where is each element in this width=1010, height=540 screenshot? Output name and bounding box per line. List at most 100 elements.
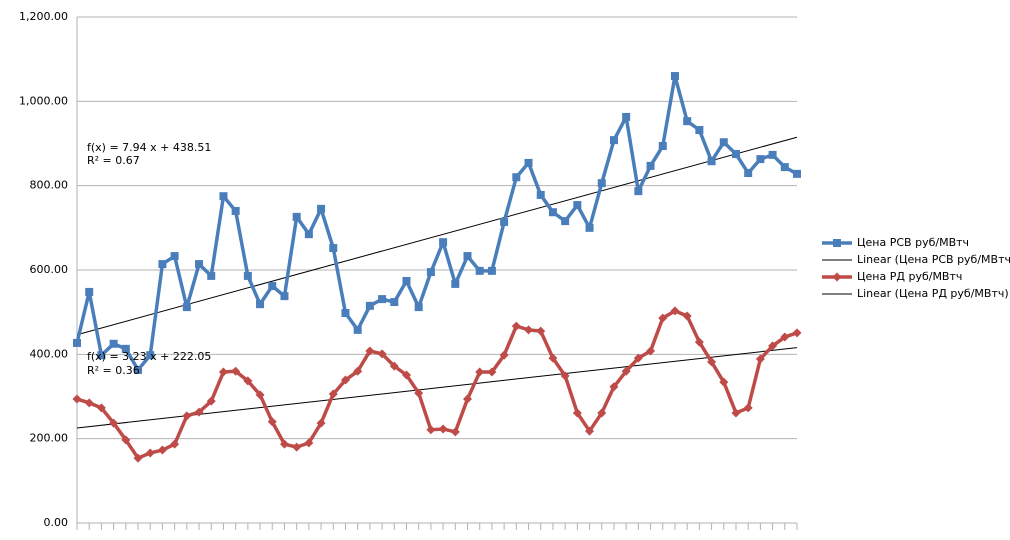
trend-r2: R² = 0.67 (87, 154, 140, 167)
marker (695, 126, 704, 135)
marker (170, 439, 180, 449)
marker (682, 311, 692, 321)
y-tick-label: 800.00 (30, 179, 69, 192)
marker (182, 411, 192, 421)
marker (365, 346, 375, 356)
marker (463, 252, 472, 261)
marker (304, 438, 314, 448)
marker (438, 424, 448, 434)
marker (414, 388, 424, 398)
marker (133, 453, 143, 463)
trend-line (76, 136, 798, 336)
marker (268, 282, 277, 291)
marker (633, 353, 643, 363)
marker (414, 303, 423, 312)
marker (694, 337, 704, 347)
marker (487, 367, 497, 377)
marker (317, 204, 326, 213)
marker (194, 407, 204, 417)
marker (548, 208, 557, 217)
legend-label: Linear (Цена РД руб/МВтч) (857, 287, 1009, 300)
marker (560, 371, 570, 381)
marker (609, 136, 618, 145)
marker (683, 117, 692, 126)
marker (511, 321, 521, 331)
y-tick-label: 200.00 (30, 432, 69, 445)
marker (439, 238, 448, 247)
marker (475, 266, 484, 275)
marker (833, 239, 841, 247)
marker (573, 201, 582, 210)
marker (536, 326, 546, 336)
marker (646, 346, 656, 356)
marker (719, 138, 728, 147)
marker (731, 408, 741, 418)
marker (670, 72, 679, 81)
marker (744, 169, 753, 178)
marker (219, 192, 228, 201)
marker (658, 313, 668, 323)
legend-label: Linear (Цена РСВ руб/МВтч) (857, 253, 1010, 266)
marker (255, 390, 265, 400)
marker (353, 366, 363, 376)
marker (146, 351, 155, 360)
marker (536, 190, 545, 199)
marker (279, 439, 289, 449)
marker (621, 366, 631, 376)
marker (109, 339, 118, 348)
marker (84, 398, 94, 408)
marker (218, 367, 228, 377)
marker (121, 344, 130, 353)
marker (96, 403, 106, 413)
marker (134, 365, 143, 374)
marker (707, 157, 716, 166)
marker (195, 260, 204, 269)
trend-r2: R² = 0.36 (87, 364, 140, 377)
marker (755, 354, 765, 364)
marker (206, 396, 216, 406)
y-tick-label: 1,000.00 (19, 94, 68, 107)
y-tick-label: 400.00 (30, 347, 69, 360)
marker (572, 408, 582, 418)
marker (157, 445, 167, 455)
marker (231, 206, 240, 215)
marker (731, 150, 740, 159)
marker (390, 298, 399, 307)
marker (145, 448, 155, 458)
marker (401, 370, 411, 380)
marker (73, 338, 81, 347)
marker (85, 287, 94, 296)
marker (707, 357, 717, 367)
legend-label: Цена РД руб/МВтч (857, 270, 962, 283)
marker (524, 158, 533, 167)
marker (548, 353, 558, 363)
marker (743, 403, 753, 413)
marker (328, 389, 338, 399)
marker (304, 230, 313, 239)
marker (109, 418, 119, 428)
marker (597, 408, 607, 418)
marker (634, 187, 643, 196)
marker (426, 268, 435, 277)
marker (378, 295, 387, 304)
marker (487, 266, 496, 275)
marker (426, 425, 436, 435)
marker (365, 301, 374, 310)
marker (170, 252, 179, 261)
marker (475, 367, 485, 377)
marker (158, 260, 167, 269)
marker (832, 272, 842, 282)
marker (377, 349, 387, 359)
marker (756, 155, 765, 164)
marker (267, 417, 277, 427)
trend-equation: f(x) = 7.94 x + 438.51 (87, 141, 211, 154)
marker (97, 351, 106, 360)
marker (499, 350, 509, 360)
marker (72, 394, 82, 404)
y-tick-label: 0.00 (44, 516, 69, 529)
marker (646, 161, 655, 170)
marker (658, 142, 667, 151)
marker (329, 244, 338, 253)
marker (768, 341, 778, 351)
marker (243, 376, 253, 386)
